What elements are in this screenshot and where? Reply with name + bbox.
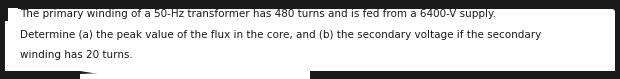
Bar — [0, 0, 18, 21]
Bar — [310, 71, 620, 79]
FancyBboxPatch shape — [5, 9, 615, 77]
Polygon shape — [80, 71, 310, 79]
Text: The primary winding of a 50-Hz transformer has 480 turns and is fed from a 6400-: The primary winding of a 50-Hz transform… — [20, 9, 496, 19]
Text: Determine (a) the peak value of the flux in the core, and (b) the secondary volt: Determine (a) the peak value of the flux… — [20, 30, 541, 40]
Text: winding has 20 turns.: winding has 20 turns. — [20, 50, 133, 60]
Polygon shape — [0, 71, 130, 79]
Bar — [8, 8, 18, 21]
